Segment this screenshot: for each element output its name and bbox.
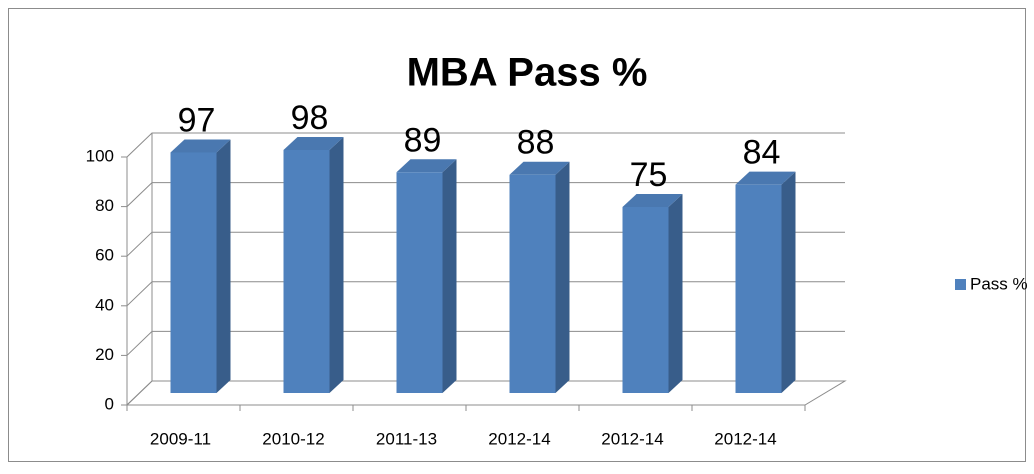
data-label: 98 xyxy=(291,99,329,137)
y-tick-label: 0 xyxy=(105,394,114,413)
bar xyxy=(283,149,330,393)
x-tick-label: 2012-14 xyxy=(601,429,663,448)
bar-side xyxy=(555,161,570,393)
bar xyxy=(396,172,443,393)
grid-line xyxy=(126,231,845,257)
bar-top xyxy=(396,159,457,173)
bar-side xyxy=(216,139,231,393)
x-tick-label: 2011-13 xyxy=(376,429,437,448)
legend-label: Pass % xyxy=(970,274,1028,293)
bar xyxy=(170,152,217,393)
bar xyxy=(509,174,556,393)
grid-line xyxy=(126,380,845,406)
x-tick-label: 2009-11 xyxy=(150,429,211,448)
legend-swatch xyxy=(955,279,966,290)
data-label: 88 xyxy=(517,124,555,162)
bar-side xyxy=(442,159,457,393)
data-label: 89 xyxy=(404,121,442,159)
bar-side xyxy=(668,194,683,393)
y-tick-label: 20 xyxy=(95,345,114,364)
grid-line xyxy=(126,281,845,307)
x-tick-label: 2012-14 xyxy=(714,429,776,448)
bar-side xyxy=(781,171,796,393)
x-tick-label: 2010-12 xyxy=(262,429,324,448)
data-label: 84 xyxy=(743,134,781,172)
bar-top xyxy=(735,171,796,185)
data-label: 75 xyxy=(630,156,668,194)
bar xyxy=(622,207,669,393)
bar-top xyxy=(283,136,344,150)
chart-title: MBA Pass % xyxy=(407,51,648,95)
y-tick-label: 60 xyxy=(95,246,114,265)
bar xyxy=(735,184,782,393)
y-tick-label: 80 xyxy=(95,196,114,215)
bar-top xyxy=(509,161,570,175)
y-tick-label: 100 xyxy=(86,146,114,165)
grid-line xyxy=(126,330,845,356)
grid-line xyxy=(126,182,845,207)
bar-top xyxy=(170,139,231,153)
grid-line xyxy=(126,132,845,158)
x-tick-label: 2012-14 xyxy=(488,429,550,448)
data-label: 97 xyxy=(178,101,216,139)
bar-side xyxy=(329,136,344,393)
bar-top xyxy=(622,194,683,207)
y-tick-label: 40 xyxy=(95,295,114,314)
